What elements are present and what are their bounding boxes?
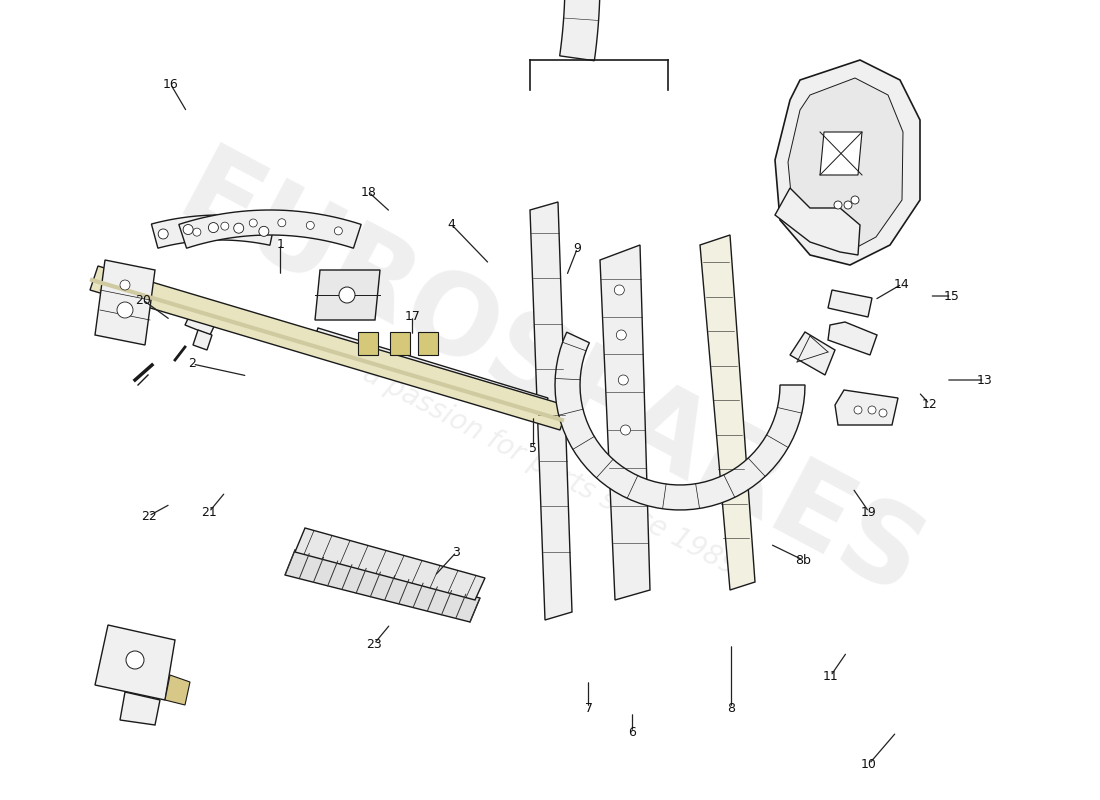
Polygon shape bbox=[790, 332, 835, 375]
Text: 16: 16 bbox=[163, 78, 178, 90]
Text: 17: 17 bbox=[405, 310, 420, 322]
Polygon shape bbox=[295, 528, 485, 600]
Text: 3: 3 bbox=[452, 546, 461, 558]
Polygon shape bbox=[192, 330, 212, 350]
Polygon shape bbox=[185, 308, 218, 335]
Polygon shape bbox=[776, 188, 860, 255]
Circle shape bbox=[233, 223, 244, 233]
Circle shape bbox=[339, 287, 355, 303]
Polygon shape bbox=[95, 625, 175, 700]
Text: 18: 18 bbox=[361, 186, 376, 198]
Text: a passion for parts since 1989: a passion for parts since 1989 bbox=[359, 359, 741, 581]
Circle shape bbox=[183, 225, 194, 234]
Text: 5: 5 bbox=[529, 442, 538, 454]
Circle shape bbox=[278, 218, 286, 226]
Polygon shape bbox=[776, 60, 920, 265]
Polygon shape bbox=[700, 235, 755, 590]
Polygon shape bbox=[788, 78, 903, 252]
Text: 11: 11 bbox=[823, 670, 838, 682]
Circle shape bbox=[334, 227, 342, 235]
Text: 19: 19 bbox=[861, 506, 877, 518]
Circle shape bbox=[120, 280, 130, 290]
Text: 6: 6 bbox=[628, 726, 637, 738]
Circle shape bbox=[306, 222, 315, 230]
Circle shape bbox=[258, 226, 268, 236]
Polygon shape bbox=[530, 202, 572, 620]
Polygon shape bbox=[95, 260, 155, 345]
Polygon shape bbox=[828, 322, 877, 355]
Text: 7: 7 bbox=[584, 702, 593, 714]
Text: 15: 15 bbox=[944, 290, 959, 302]
Circle shape bbox=[208, 222, 219, 233]
Circle shape bbox=[620, 425, 630, 435]
Polygon shape bbox=[820, 132, 862, 175]
Circle shape bbox=[854, 406, 862, 414]
Circle shape bbox=[192, 228, 201, 236]
Circle shape bbox=[158, 229, 168, 239]
Text: 1: 1 bbox=[276, 238, 285, 250]
Circle shape bbox=[250, 219, 257, 227]
Text: 8b: 8b bbox=[795, 554, 811, 566]
Polygon shape bbox=[425, 0, 600, 61]
Text: 10: 10 bbox=[861, 758, 877, 770]
Circle shape bbox=[844, 201, 852, 209]
Polygon shape bbox=[315, 270, 379, 320]
Polygon shape bbox=[600, 245, 650, 600]
Polygon shape bbox=[165, 675, 190, 705]
Circle shape bbox=[851, 196, 859, 204]
Circle shape bbox=[879, 409, 887, 417]
Polygon shape bbox=[390, 332, 410, 355]
Text: 8: 8 bbox=[727, 702, 736, 714]
Polygon shape bbox=[556, 332, 805, 510]
Text: 13: 13 bbox=[977, 374, 992, 386]
Circle shape bbox=[868, 406, 876, 414]
Text: 12: 12 bbox=[922, 398, 937, 410]
Polygon shape bbox=[120, 692, 160, 725]
Text: 22: 22 bbox=[141, 510, 156, 522]
Text: 14: 14 bbox=[894, 278, 910, 290]
Circle shape bbox=[221, 222, 229, 230]
Polygon shape bbox=[418, 332, 438, 355]
Polygon shape bbox=[90, 266, 568, 430]
Text: 9: 9 bbox=[573, 242, 582, 254]
Circle shape bbox=[126, 651, 144, 669]
Polygon shape bbox=[835, 390, 898, 425]
Circle shape bbox=[616, 330, 626, 340]
Polygon shape bbox=[179, 210, 361, 248]
Polygon shape bbox=[285, 550, 480, 622]
Circle shape bbox=[117, 302, 133, 318]
Circle shape bbox=[614, 285, 625, 295]
Text: 4: 4 bbox=[447, 218, 455, 230]
Text: 21: 21 bbox=[201, 506, 217, 518]
Polygon shape bbox=[152, 215, 275, 248]
Polygon shape bbox=[828, 290, 872, 317]
Circle shape bbox=[834, 201, 842, 209]
Text: 2: 2 bbox=[188, 358, 197, 370]
Polygon shape bbox=[310, 328, 548, 420]
Text: 20: 20 bbox=[135, 294, 151, 306]
Text: EUROSPARES: EUROSPARES bbox=[161, 139, 939, 621]
Text: 23: 23 bbox=[366, 638, 382, 650]
Polygon shape bbox=[358, 332, 378, 355]
Circle shape bbox=[618, 375, 628, 385]
